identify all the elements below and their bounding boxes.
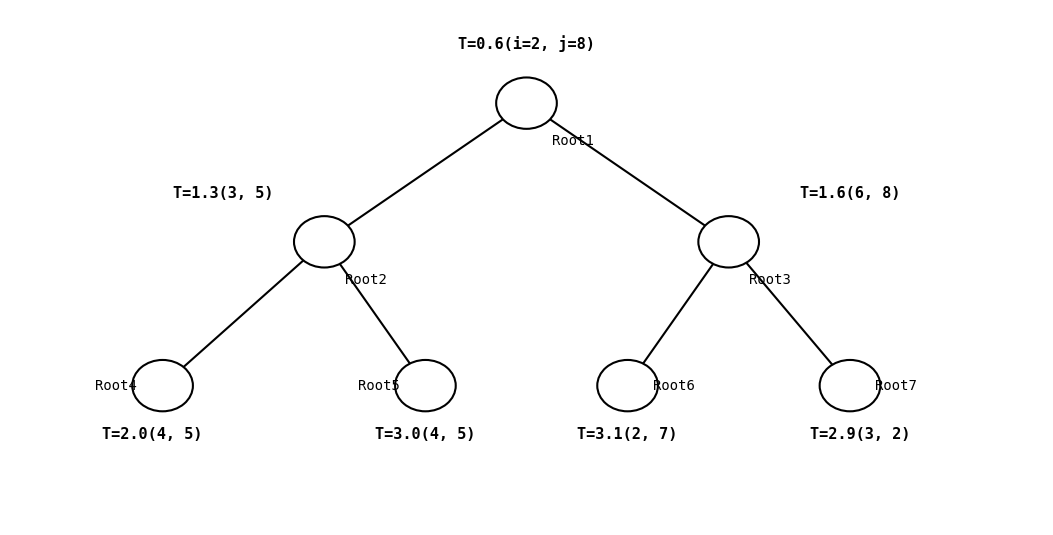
Text: T=1.3(3, 5): T=1.3(3, 5) [173, 186, 274, 201]
Text: T=0.6(i=2, j=8): T=0.6(i=2, j=8) [458, 35, 595, 52]
Ellipse shape [294, 216, 355, 268]
Ellipse shape [597, 360, 658, 411]
Text: T=3.0(4, 5): T=3.0(4, 5) [375, 427, 476, 442]
Text: T=3.1(2, 7): T=3.1(2, 7) [577, 427, 678, 442]
Text: Root7: Root7 [875, 379, 917, 393]
Ellipse shape [496, 78, 557, 129]
Ellipse shape [395, 360, 456, 411]
Text: Root2: Root2 [344, 273, 386, 287]
Ellipse shape [698, 216, 759, 268]
Text: Root5: Root5 [358, 379, 400, 393]
Text: Root4: Root4 [96, 379, 137, 393]
Text: T=2.9(3, 2): T=2.9(3, 2) [810, 427, 910, 442]
Text: T=1.6(6, 8): T=1.6(6, 8) [800, 186, 900, 201]
Ellipse shape [819, 360, 880, 411]
Text: Root6: Root6 [653, 379, 695, 393]
Text: T=2.0(4, 5): T=2.0(4, 5) [102, 427, 202, 442]
Ellipse shape [133, 360, 193, 411]
Text: Root3: Root3 [749, 273, 791, 287]
Text: Root1: Root1 [552, 134, 594, 148]
